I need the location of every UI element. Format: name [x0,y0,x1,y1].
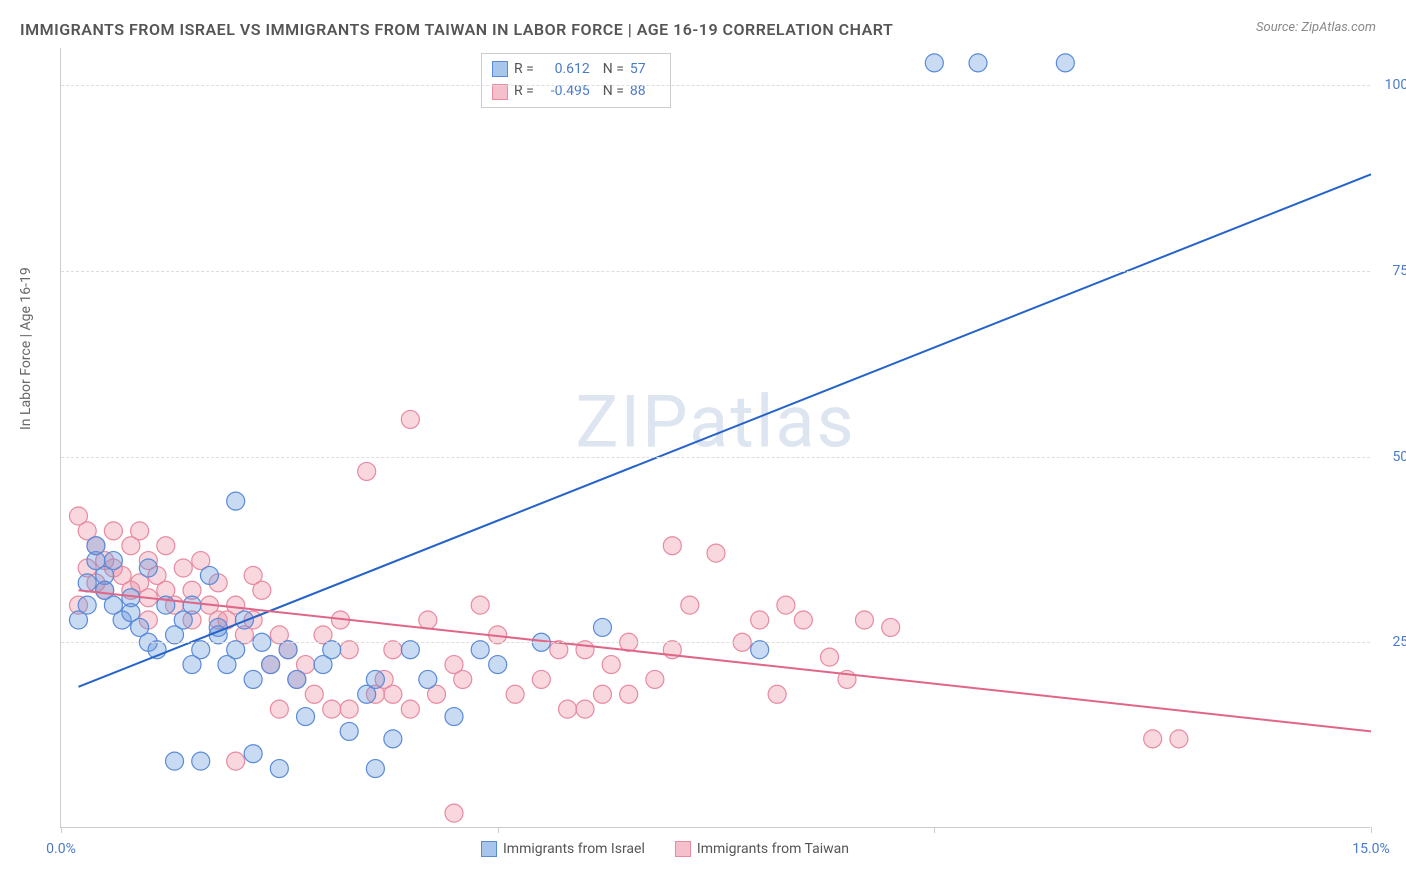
x-tick [934,827,935,833]
legend-n-value-taiwan: 88 [630,80,660,102]
y-axis-label: In Labor Force | Age 16-19 [18,267,34,430]
gridline [61,85,1370,86]
legend-item-taiwan: Immigrants from Taiwan [675,841,849,857]
legend-swatch-icon [675,841,691,857]
legend-swatch-icon [481,841,497,857]
chart-plot-area: ZIPatlas R = 0.612 N = 57 R = -0.495 N =… [60,48,1370,828]
legend-r-value-israel: 0.612 [540,58,590,80]
x-tick [498,827,499,833]
legend-r-label: R = [514,58,534,80]
gridline [61,642,1370,643]
x-tick [61,827,62,833]
legend-row-israel: R = 0.612 N = 57 [492,58,660,80]
legend-swatch-israel [492,61,508,77]
legend-n-label: N = [596,80,624,102]
scatter-plot-svg [61,48,1370,827]
legend-row-taiwan: R = -0.495 N = 88 [492,80,660,102]
legend-item-israel: Immigrants from Israel [481,841,645,857]
gridline [61,271,1370,272]
legend-n-label: N = [596,58,624,80]
x-tick-label: 0.0% [46,841,76,857]
legend-label-taiwan: Immigrants from Taiwan [697,841,849,857]
series-legend: Immigrants from Israel Immigrants from T… [481,841,849,857]
legend-label-israel: Immigrants from Israel [503,841,645,857]
gridline [61,457,1370,458]
legend-r-value-taiwan: -0.495 [540,80,590,102]
legend-n-value-israel: 57 [630,58,660,80]
correlation-legend: R = 0.612 N = 57 R = -0.495 N = 88 [481,53,671,108]
x-tick [1371,827,1372,833]
y-tick-label: 50.0% [1392,449,1406,465]
chart-title: IMMIGRANTS FROM ISRAEL VS IMMIGRANTS FRO… [20,20,1386,39]
y-tick-label: 75.0% [1392,263,1406,279]
legend-r-label: R = [514,80,534,102]
x-tick-label: 15.0% [1352,841,1390,857]
y-tick-label: 25.0% [1392,634,1406,650]
source-attribution: Source: ZipAtlas.com [1256,20,1376,35]
y-tick-label: 100.0% [1385,77,1406,93]
